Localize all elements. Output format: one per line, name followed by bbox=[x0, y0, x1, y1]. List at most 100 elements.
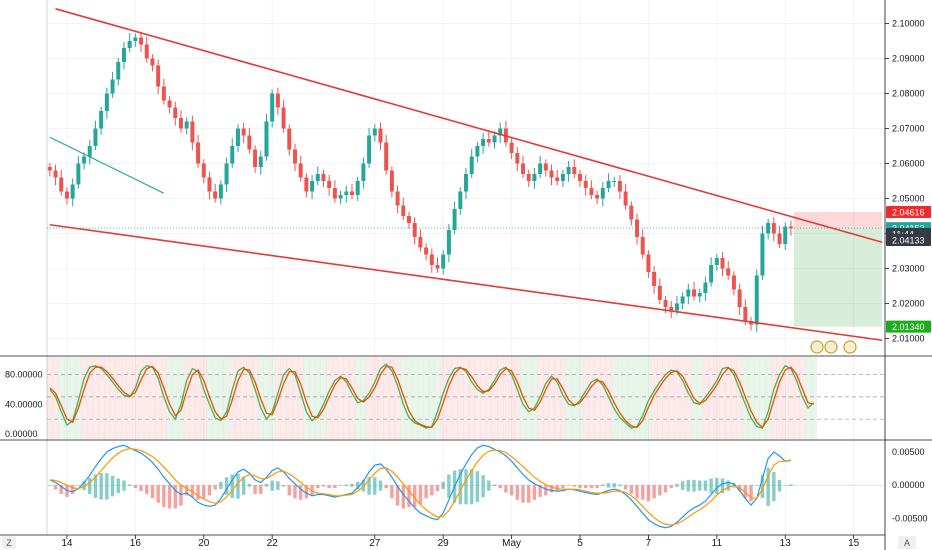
candle-body[interactable] bbox=[424, 247, 429, 255]
candle-body[interactable] bbox=[87, 146, 92, 157]
candle-body[interactable] bbox=[441, 254, 446, 269]
candle[interactable] bbox=[275, 87, 280, 116]
candle[interactable] bbox=[612, 176, 617, 187]
candle[interactable] bbox=[367, 127, 372, 168]
candle-body[interactable] bbox=[367, 135, 372, 164]
candle-body[interactable] bbox=[139, 37, 144, 45]
short-teal-line[interactable] bbox=[49, 136, 165, 194]
candle-body[interactable] bbox=[543, 163, 548, 171]
stoch-d-line[interactable] bbox=[49, 365, 814, 429]
candle-body[interactable] bbox=[218, 184, 223, 199]
candle[interactable] bbox=[589, 180, 594, 200]
stochastic-pane[interactable] bbox=[47, 357, 885, 439]
candle[interactable] bbox=[532, 168, 537, 189]
candle[interactable] bbox=[315, 166, 320, 186]
candle[interactable] bbox=[424, 243, 429, 261]
candle-body[interactable] bbox=[714, 258, 719, 265]
candle[interactable] bbox=[458, 187, 463, 215]
candle[interactable] bbox=[64, 187, 69, 205]
candle[interactable] bbox=[783, 222, 788, 250]
candle[interactable] bbox=[190, 115, 195, 151]
candle-body[interactable] bbox=[156, 65, 161, 87]
candle[interactable] bbox=[372, 124, 377, 142]
candle[interactable] bbox=[167, 96, 172, 114]
candle[interactable] bbox=[156, 59, 161, 95]
candle-body[interactable] bbox=[213, 191, 218, 199]
candle-body[interactable] bbox=[253, 149, 258, 168]
candle[interactable] bbox=[578, 169, 583, 187]
candle-body[interactable] bbox=[526, 174, 531, 181]
candle-body[interactable] bbox=[270, 93, 275, 122]
candle-body[interactable] bbox=[292, 149, 297, 164]
candle-body[interactable] bbox=[783, 226, 788, 245]
candle[interactable] bbox=[737, 283, 742, 315]
candle[interactable] bbox=[498, 122, 503, 144]
candle[interactable] bbox=[652, 266, 657, 294]
candle[interactable] bbox=[429, 248, 434, 273]
candle[interactable] bbox=[714, 253, 719, 271]
candle-body[interactable] bbox=[241, 128, 246, 136]
candle-body[interactable] bbox=[395, 191, 400, 206]
candle[interactable] bbox=[99, 106, 104, 135]
candle-body[interactable] bbox=[315, 174, 320, 181]
candle[interactable] bbox=[492, 131, 497, 149]
candle[interactable] bbox=[304, 173, 309, 198]
candle[interactable] bbox=[270, 89, 275, 128]
candle-body[interactable] bbox=[458, 191, 463, 210]
candle[interactable] bbox=[59, 169, 64, 196]
candle[interactable] bbox=[635, 213, 640, 245]
candle-body[interactable] bbox=[167, 100, 172, 108]
candle[interactable] bbox=[600, 182, 605, 207]
candle-body[interactable] bbox=[572, 167, 577, 174]
candle-body[interactable] bbox=[657, 286, 662, 300]
candle[interactable] bbox=[338, 190, 343, 205]
candle-body[interactable] bbox=[247, 135, 252, 150]
candle-body[interactable] bbox=[743, 307, 748, 321]
candle[interactable] bbox=[771, 217, 776, 242]
candle-body[interactable] bbox=[692, 289, 697, 297]
candle[interactable] bbox=[777, 225, 782, 249]
candle-body[interactable] bbox=[110, 79, 115, 94]
candle-body[interactable] bbox=[258, 156, 263, 168]
candle[interactable] bbox=[749, 316, 754, 331]
candle[interactable] bbox=[435, 257, 440, 273]
candle[interactable] bbox=[281, 99, 286, 133]
candle-body[interactable] bbox=[264, 121, 269, 157]
candle[interactable] bbox=[247, 127, 252, 154]
candle-body[interactable] bbox=[521, 163, 526, 175]
candle[interactable] bbox=[218, 180, 223, 205]
candle-body[interactable] bbox=[133, 37, 138, 42]
candle-body[interactable] bbox=[566, 167, 571, 174]
candle[interactable] bbox=[213, 183, 218, 203]
candle-body[interactable] bbox=[452, 209, 457, 230]
candle-body[interactable] bbox=[59, 177, 64, 192]
candle-body[interactable] bbox=[652, 272, 657, 286]
candle-body[interactable] bbox=[697, 293, 702, 297]
candle-body[interactable] bbox=[788, 226, 793, 229]
candle[interactable] bbox=[521, 155, 526, 179]
candle[interactable] bbox=[686, 283, 691, 305]
candle[interactable] bbox=[133, 33, 138, 47]
candle-body[interactable] bbox=[720, 258, 725, 269]
candle[interactable] bbox=[139, 31, 144, 53]
candle-body[interactable] bbox=[344, 191, 349, 196]
candle[interactable] bbox=[623, 183, 628, 210]
flag-uk-icon[interactable] bbox=[824, 340, 838, 354]
candle-body[interactable] bbox=[549, 170, 554, 178]
candle[interactable] bbox=[726, 260, 731, 280]
candle-body[interactable] bbox=[429, 254, 434, 266]
candle[interactable] bbox=[47, 162, 52, 177]
candle[interactable] bbox=[344, 185, 349, 203]
candle[interactable] bbox=[418, 229, 423, 252]
candle[interactable] bbox=[406, 211, 411, 229]
candle-body[interactable] bbox=[127, 41, 132, 48]
candle[interactable] bbox=[395, 185, 400, 214]
candle[interactable] bbox=[754, 269, 759, 333]
candle[interactable] bbox=[389, 166, 394, 198]
candle[interactable] bbox=[110, 71, 115, 98]
candle[interactable] bbox=[760, 225, 765, 280]
candle-body[interactable] bbox=[617, 181, 622, 192]
entry-tag[interactable]: 2.04133 bbox=[886, 233, 931, 246]
candle[interactable] bbox=[669, 301, 674, 319]
